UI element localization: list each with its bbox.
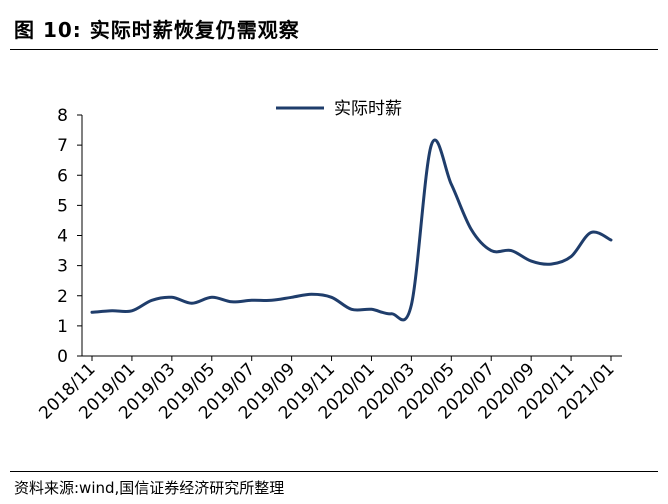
y-tick-label: 0 [57, 347, 68, 367]
source-note: 资料来源:wind,国信证券经济研究所整理 [14, 479, 285, 497]
series-line-real-hourly-wage [90, 138, 613, 322]
chart-legend: 实际时薪 [276, 99, 402, 119]
y-tick-label: 8 [57, 106, 68, 126]
legend-label: 实际时薪 [334, 99, 402, 119]
top-rule [10, 49, 658, 50]
y-tick-label: 3 [57, 257, 68, 277]
y-tick-label: 1 [57, 317, 68, 337]
plot-area [90, 138, 613, 322]
y-tick-label: 6 [57, 166, 68, 186]
y-axis: 0 1 2 3 4 5 6 7 8 [57, 106, 83, 367]
bottom-rule [10, 471, 658, 472]
y-tick-label: 5 [57, 196, 68, 216]
y-tick-label: 4 [57, 227, 68, 247]
y-tick-label: 7 [57, 136, 68, 156]
y-tick-label: 2 [57, 287, 68, 307]
x-axis: 2018/112019/012019/032019/052019/072019/… [35, 355, 622, 423]
line-chart: 实际时薪 0 1 2 3 4 5 6 7 8 2018/112019/012019/032019… [35, 99, 622, 423]
figure-title: 图 10: 实际时薪恢复仍需观察 [14, 18, 300, 42]
